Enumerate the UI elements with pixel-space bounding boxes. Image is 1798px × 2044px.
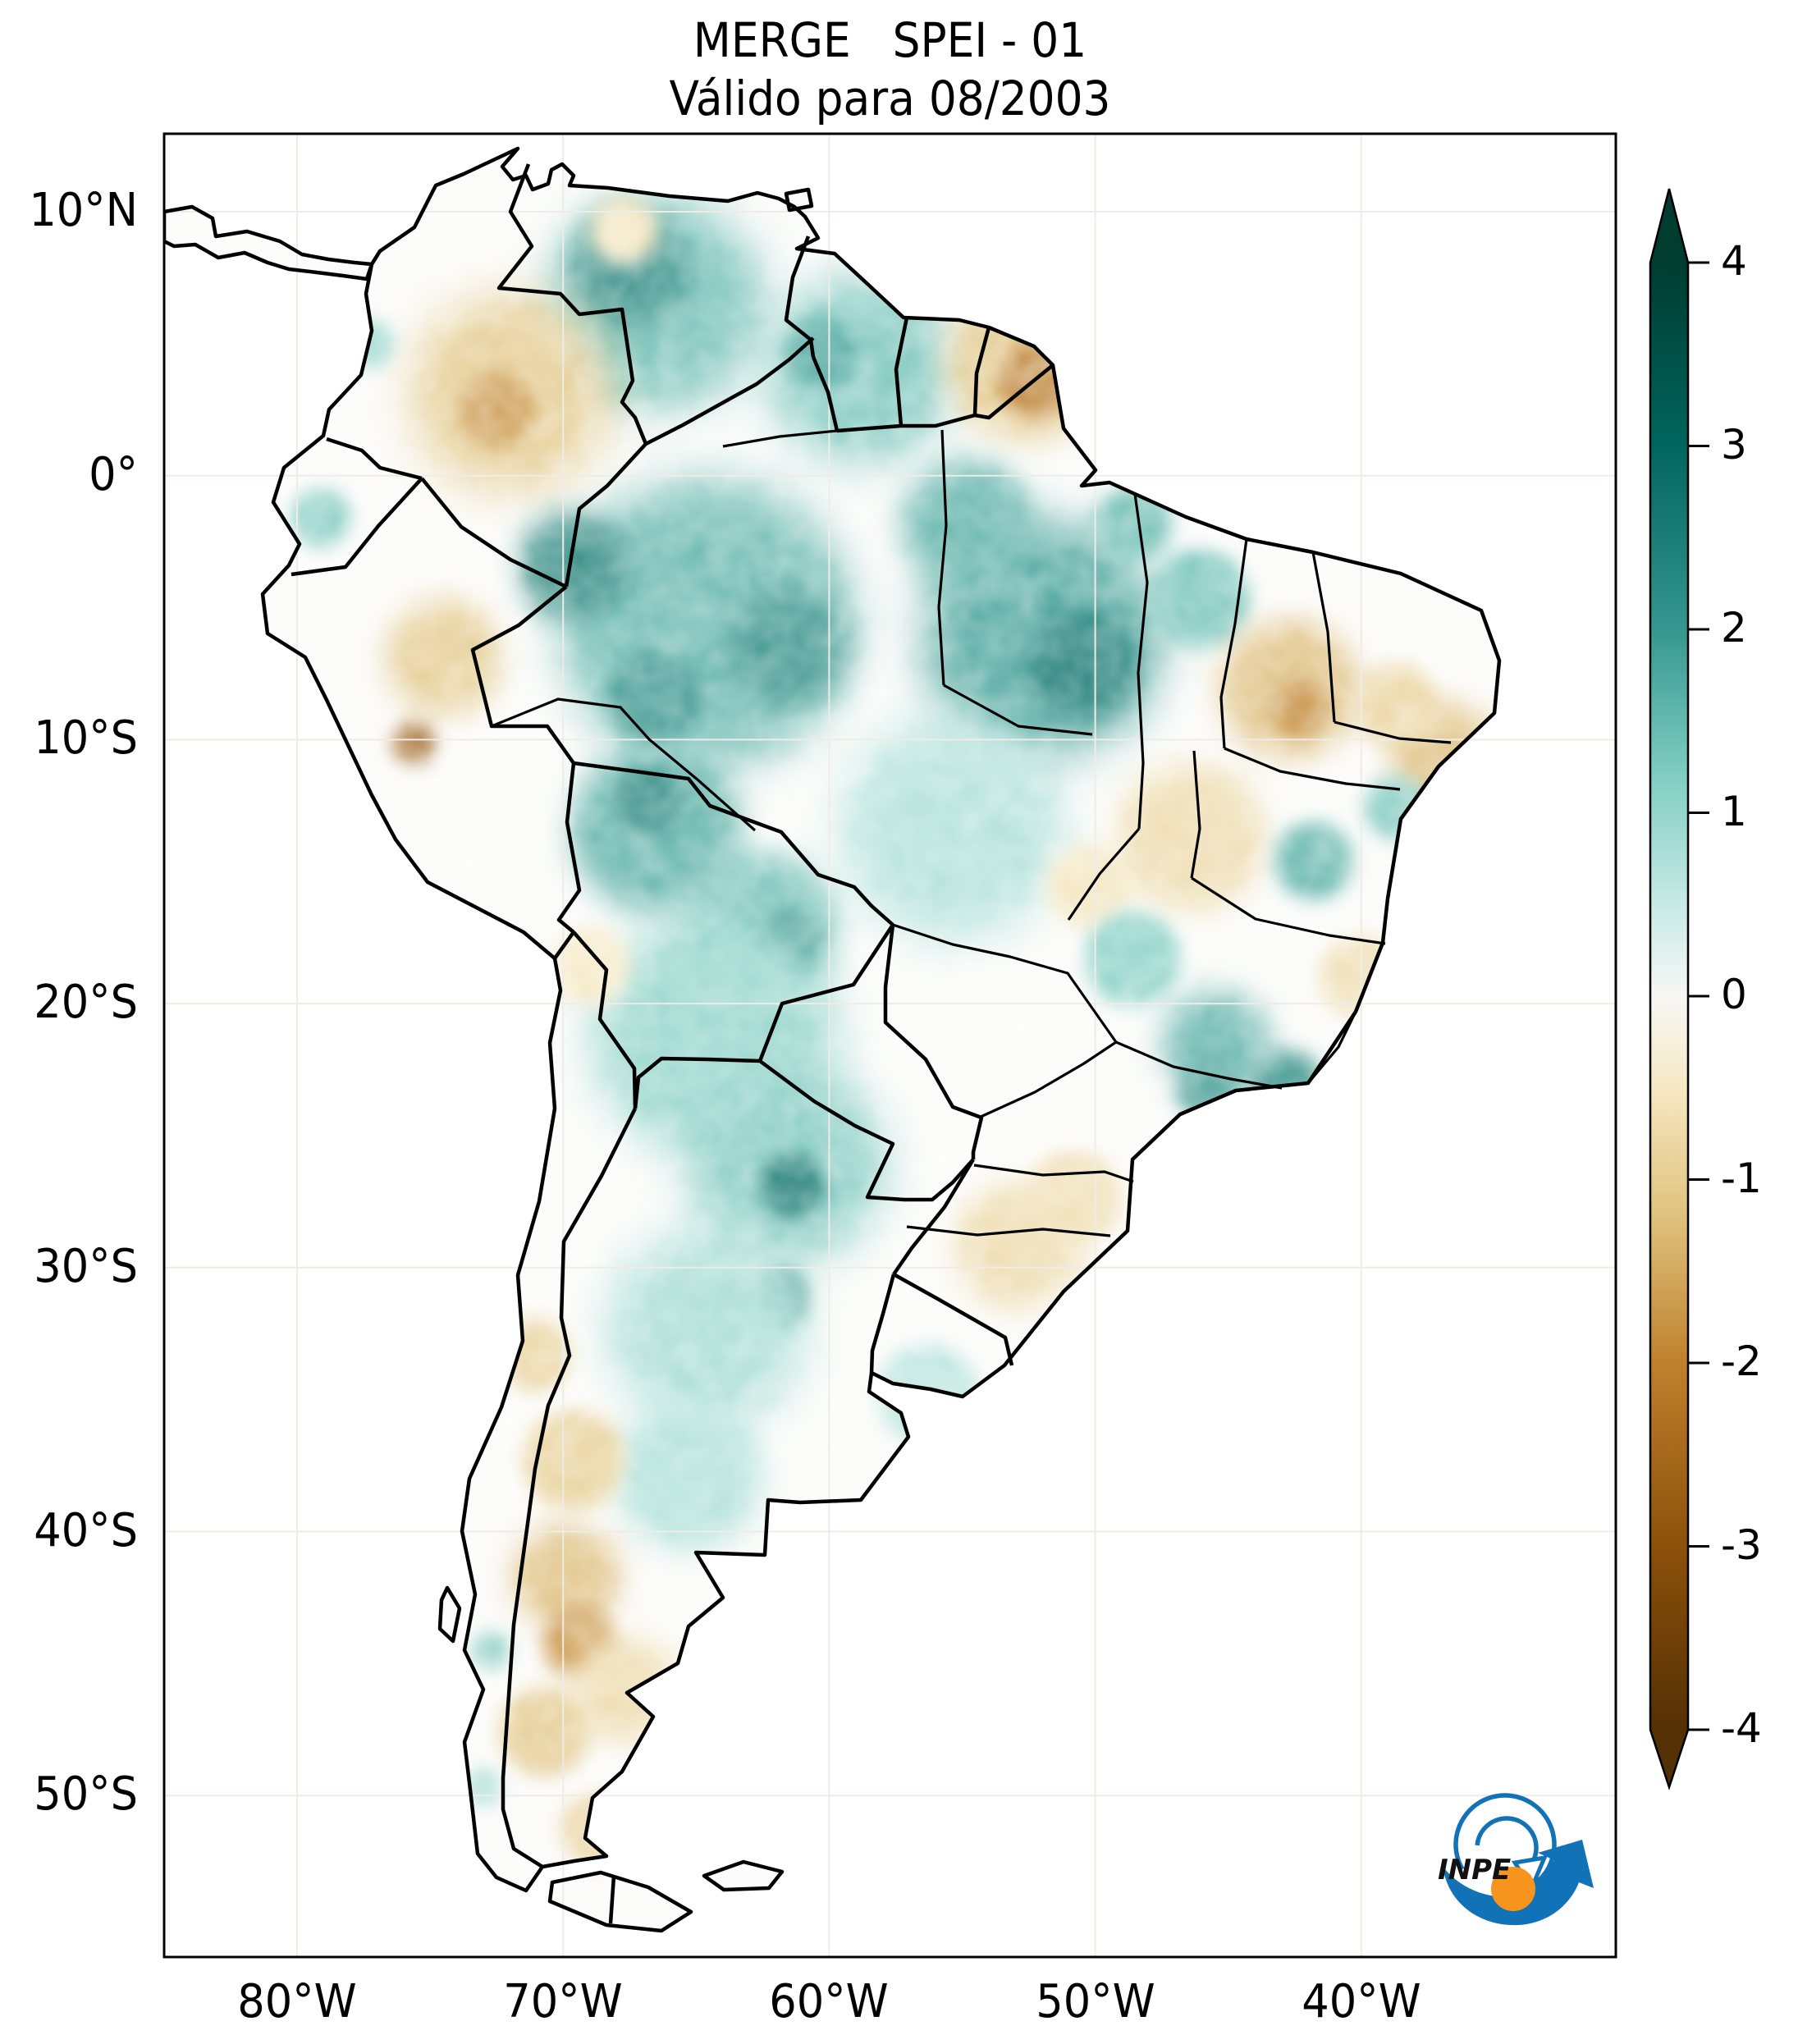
colorbar-tick-label: 0 (1721, 971, 1747, 1018)
figure-title: MERGE SPEI - 01 (693, 12, 1087, 68)
lon-tick-label: 50°W (1035, 1975, 1155, 2028)
title-block: MERGE SPEI - 01 Válido para 08/2003 (164, 11, 1616, 128)
lat-tick-label: 30°S (34, 1239, 138, 1293)
raster-speckle (164, 149, 1499, 1931)
colorbar-gradient (1650, 263, 1688, 1730)
colorbar-arrow-top (1650, 189, 1688, 263)
lat-tick-label: 50°S (34, 1767, 138, 1822)
colorbar-tick-label: 3 (1721, 420, 1747, 469)
lon-tick-label: 40°W (1302, 1975, 1421, 2028)
colorbar-tick-label: 2 (1721, 604, 1747, 652)
lat-tick-label: 10°S (34, 711, 138, 766)
map-area (164, 134, 1616, 1957)
logo-swoosh-arrow-icon (1443, 1840, 1594, 1926)
logo-text: INPE (1438, 1854, 1511, 1886)
colorbar-arrow-bottom (1650, 1730, 1688, 1787)
state-borders (491, 429, 1452, 1237)
colorbar-ticks (1688, 261, 1709, 1731)
lon-tick-label: 80°W (237, 1975, 357, 2028)
lat-tick-label: 10°N (29, 184, 138, 237)
map-frame (162, 132, 1617, 1959)
logo-inner-arc (1475, 1816, 1539, 1880)
logo-orange-globe-icon (1491, 1867, 1535, 1911)
colorbar-tick-label: 1 (1721, 787, 1747, 835)
lon-tick-label: 70°W (503, 1975, 623, 2028)
colorbar-tick-label: -4 (1721, 1704, 1762, 1752)
inpe-logo: INPE (1438, 1793, 1594, 1926)
country-borders (291, 163, 1055, 1924)
colorbar (1649, 188, 1709, 1791)
colorbar-tick-label: -3 (1721, 1520, 1762, 1569)
coastline (164, 146, 1502, 1933)
lon-tick-label: 60°W (769, 1975, 890, 2028)
lat-tick-label: 0° (89, 447, 138, 501)
colorbar-tick-label: -1 (1721, 1154, 1762, 1202)
colorbar-tick-label: -2 (1721, 1338, 1762, 1385)
lat-tick-label: 40°S (34, 1503, 138, 1557)
graticule (164, 134, 1616, 1957)
figure-subtitle: Válido para 08/2003 (669, 70, 1111, 126)
colorbar-tick-label: 4 (1721, 237, 1747, 285)
lat-tick-label: 20°S (34, 976, 138, 1030)
